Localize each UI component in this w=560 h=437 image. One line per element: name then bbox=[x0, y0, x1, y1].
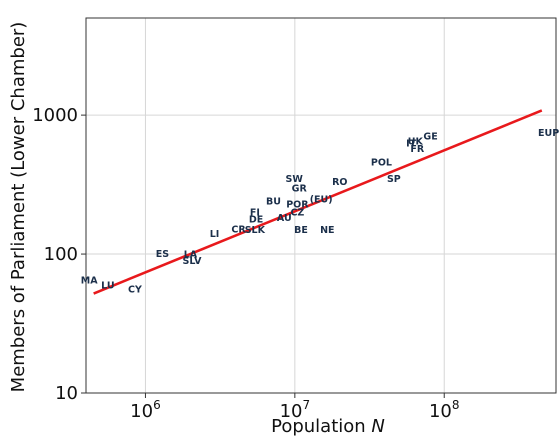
point-label-sw: SW bbox=[286, 174, 304, 185]
point-label-ma: MA bbox=[81, 276, 98, 287]
point-label-eup: EUP bbox=[538, 128, 559, 139]
point-label-sp: SP bbox=[387, 174, 401, 185]
fit-line bbox=[93, 109, 543, 295]
point-label-it: IT bbox=[406, 138, 417, 149]
point-label-es: ES bbox=[156, 249, 169, 260]
x-tick-label: 107 bbox=[280, 398, 311, 422]
point-label-de: DE bbox=[249, 214, 263, 225]
point-label-lu: LU bbox=[101, 280, 114, 291]
point-label-slk: SLK bbox=[245, 225, 266, 236]
point-label-uk: UK bbox=[408, 137, 424, 148]
y-axis-ticks: 10 100 1000 bbox=[32, 105, 86, 404]
point-label-au: AU bbox=[277, 213, 292, 224]
point-label-bu: BU bbox=[266, 197, 281, 208]
x-axis-title: Population N bbox=[271, 416, 385, 437]
point-label-be: BE bbox=[294, 225, 308, 236]
point-label-cy: CY bbox=[128, 285, 142, 296]
x-tick-label: 106 bbox=[130, 398, 161, 422]
point-label-cz: CZ bbox=[290, 208, 304, 219]
point-label-li: LI bbox=[210, 229, 220, 240]
y-tick-label: 10 bbox=[55, 383, 78, 404]
grid bbox=[86, 18, 556, 394]
plot-frame bbox=[85, 17, 557, 394]
point-label-la: LA bbox=[184, 250, 198, 261]
y-tick-label: 100 bbox=[44, 244, 78, 265]
point-label-gr: GR bbox=[292, 183, 308, 194]
point-label-ro: RO bbox=[332, 177, 347, 188]
point-label-eu: (EU) bbox=[310, 194, 333, 205]
x-axis-ticks: 106 107 108 bbox=[130, 393, 460, 422]
point-label-cr: CR bbox=[231, 225, 246, 236]
fit-line-group bbox=[93, 109, 543, 295]
y-tick-label: 1000 bbox=[32, 105, 78, 126]
point-label-fi: FI bbox=[250, 208, 260, 219]
point-label-por: POR bbox=[286, 199, 309, 210]
point-label-fr: FR bbox=[410, 144, 424, 155]
point-label-pol: POL bbox=[371, 157, 392, 168]
x-tick-label: 108 bbox=[429, 398, 460, 422]
point-label-slv: SLV bbox=[183, 256, 203, 267]
point-label-ge: GE bbox=[423, 131, 437, 142]
y-axis-title: Members of Parliament (Lower Chamber) bbox=[8, 22, 29, 393]
point-label-ne: NE bbox=[320, 225, 334, 236]
